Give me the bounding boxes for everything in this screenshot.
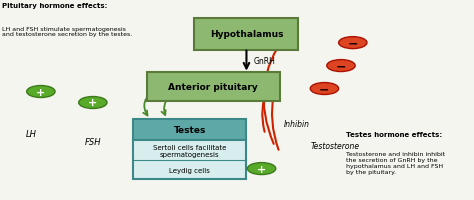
Text: LH: LH — [26, 129, 37, 138]
Text: Testosterone: Testosterone — [310, 141, 359, 150]
Text: Testes hormone effects:: Testes hormone effects: — [346, 132, 442, 138]
Circle shape — [27, 86, 55, 98]
FancyBboxPatch shape — [133, 141, 246, 179]
FancyArrowPatch shape — [262, 89, 268, 132]
Circle shape — [327, 60, 355, 72]
Text: −: − — [336, 60, 346, 73]
FancyBboxPatch shape — [133, 120, 246, 141]
Text: Sertoli cells facilitate
spermatogenesis: Sertoli cells facilitate spermatogenesis — [153, 144, 227, 157]
Text: −: − — [347, 37, 358, 50]
FancyArrowPatch shape — [271, 95, 279, 150]
FancyArrowPatch shape — [264, 36, 286, 144]
Circle shape — [338, 37, 367, 49]
Text: Anterior pituitary: Anterior pituitary — [168, 83, 258, 92]
Circle shape — [247, 163, 276, 175]
FancyArrowPatch shape — [162, 97, 169, 115]
Text: +: + — [36, 87, 46, 97]
Text: Pituitary hormone effects:: Pituitary hormone effects: — [1, 3, 107, 9]
Circle shape — [310, 83, 338, 95]
Text: GnRH: GnRH — [254, 57, 275, 66]
Text: +: + — [257, 164, 266, 174]
FancyBboxPatch shape — [194, 19, 299, 50]
Text: Hypothalamus: Hypothalamus — [210, 30, 283, 39]
Text: Inhibin: Inhibin — [284, 119, 310, 128]
FancyArrowPatch shape — [143, 91, 155, 116]
Text: FSH: FSH — [84, 137, 101, 146]
Text: LH and FSH stimulate spermatogenesis
and testosterone secretion by the testes.: LH and FSH stimulate spermatogenesis and… — [1, 27, 132, 37]
Circle shape — [79, 97, 107, 109]
Text: −: − — [319, 83, 330, 96]
Text: Testosterone and inhibin inhibit
the secretion of GnRH by the
hypothalamus and L: Testosterone and inhibin inhibit the sec… — [346, 152, 445, 174]
Text: Testes: Testes — [173, 126, 206, 135]
Text: +: + — [88, 98, 98, 108]
FancyBboxPatch shape — [147, 72, 280, 102]
Text: Leydig cells: Leydig cells — [169, 167, 210, 173]
